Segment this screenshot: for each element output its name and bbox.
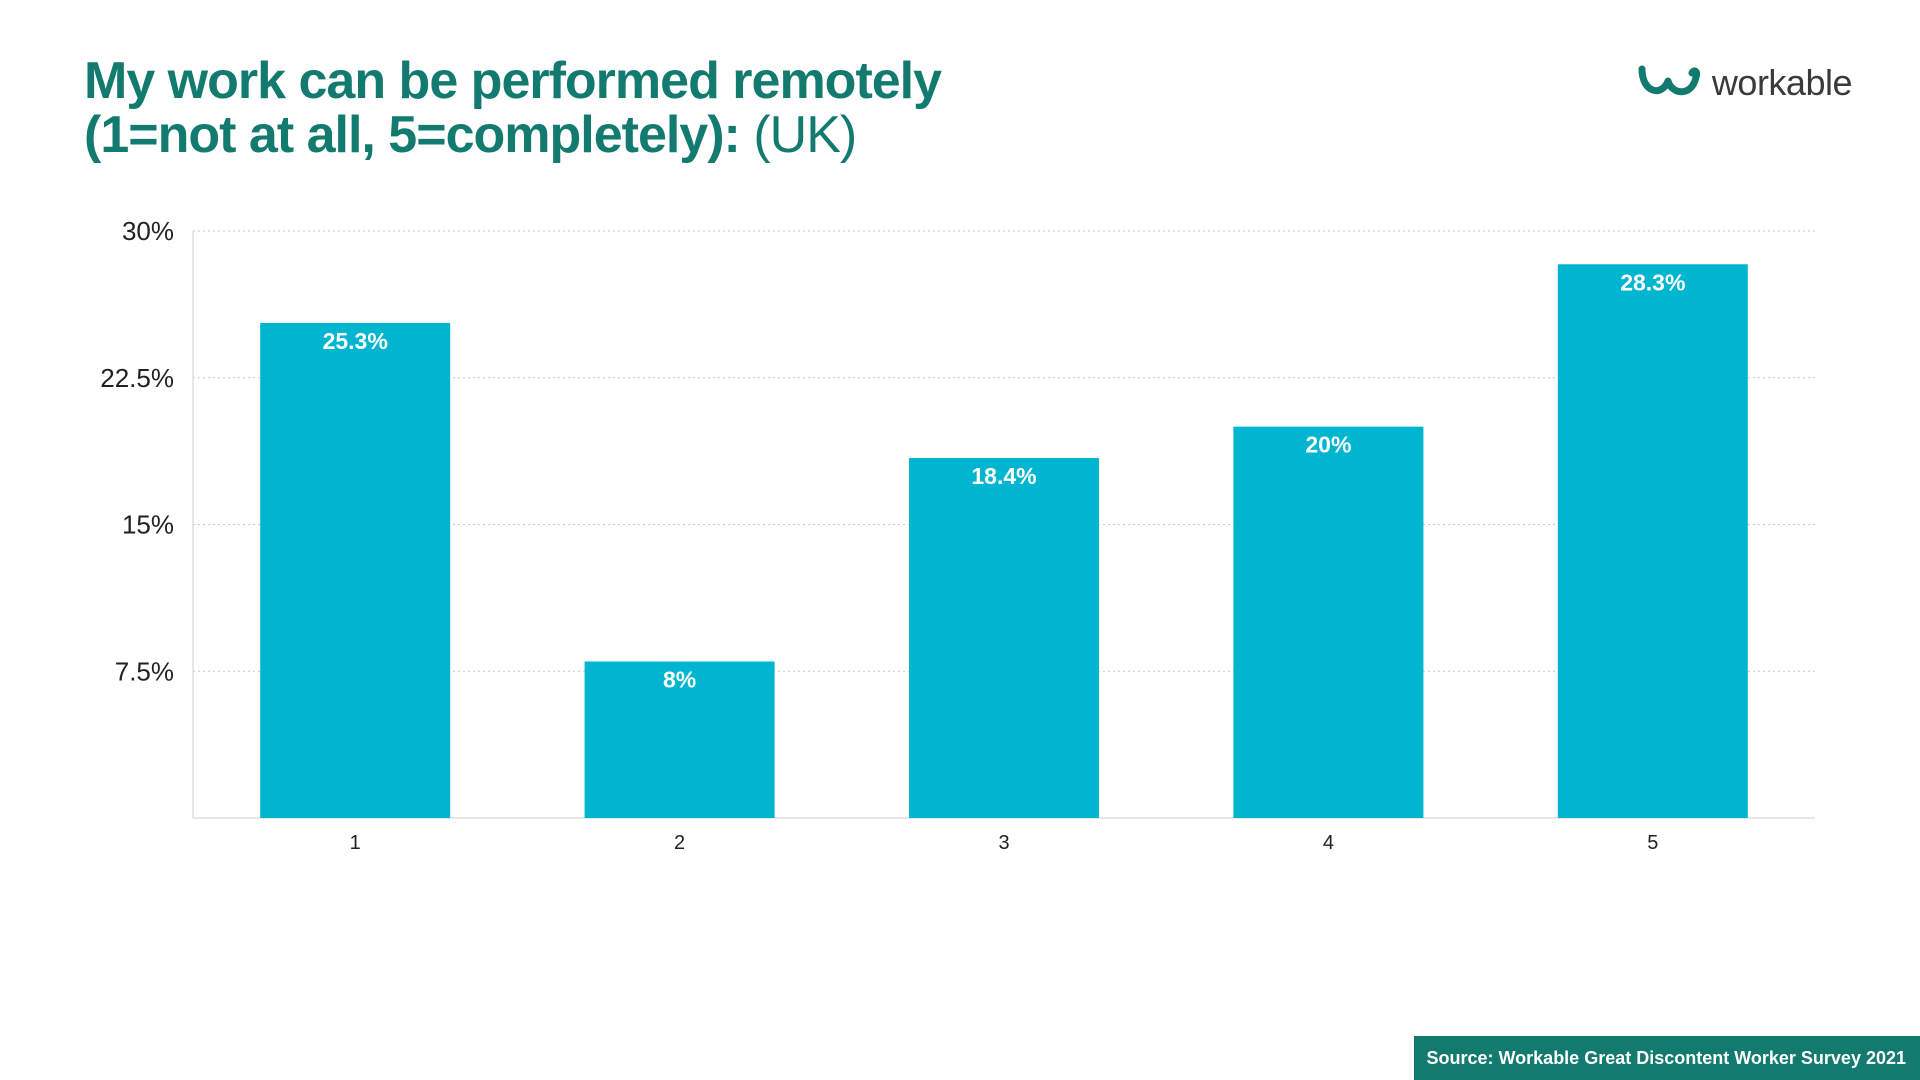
bar-chart: 7.5% 15% 22.5% 30% 25.3% 1 8% 2 18.4% 3 20% 4 28.3% 5 — [100, 216, 1815, 854]
bar — [260, 322, 451, 818]
bar — [909, 457, 1099, 818]
bar — [584, 661, 775, 818]
workable-logo: workable — [1638, 62, 1853, 104]
workable-logo-icon — [1638, 65, 1700, 96]
chart-title: My work can be performed remotely (1=not… — [84, 54, 1384, 162]
y-tick-label: 30% — [122, 216, 174, 246]
x-tick-label: 4 — [1323, 832, 1334, 854]
x-tick-label: 3 — [998, 832, 1009, 854]
chart-title-region: (UK) — [753, 106, 857, 164]
y-tick-label: 15% — [122, 510, 174, 540]
bar-value-label: 25.3% — [323, 328, 388, 354]
bar — [1233, 426, 1424, 818]
y-tick-label: 22.5% — [100, 363, 174, 393]
bar-value-label: 8% — [663, 666, 696, 692]
x-tick-label: 1 — [350, 832, 361, 854]
chart-title-line1: My work can be performed remotely — [84, 52, 942, 110]
x-tick-label: 2 — [674, 832, 685, 854]
chart-title-scale: (1=not at all, 5=completely): — [84, 106, 741, 164]
workable-logo-text: workable — [1711, 62, 1853, 103]
x-tick-label: 5 — [1647, 832, 1658, 854]
chart-title-line2: (1=not at all, 5=completely): (UK) — [84, 108, 1384, 162]
source-note: Source: Workable Great Discontent Worker… — [1414, 1036, 1920, 1080]
bar — [1557, 264, 1748, 819]
bar-value-label: 28.3% — [1620, 269, 1685, 295]
y-tick-label: 7.5% — [115, 656, 174, 686]
bar-value-label: 20% — [1305, 432, 1351, 458]
bar-value-label: 18.4% — [971, 463, 1036, 489]
